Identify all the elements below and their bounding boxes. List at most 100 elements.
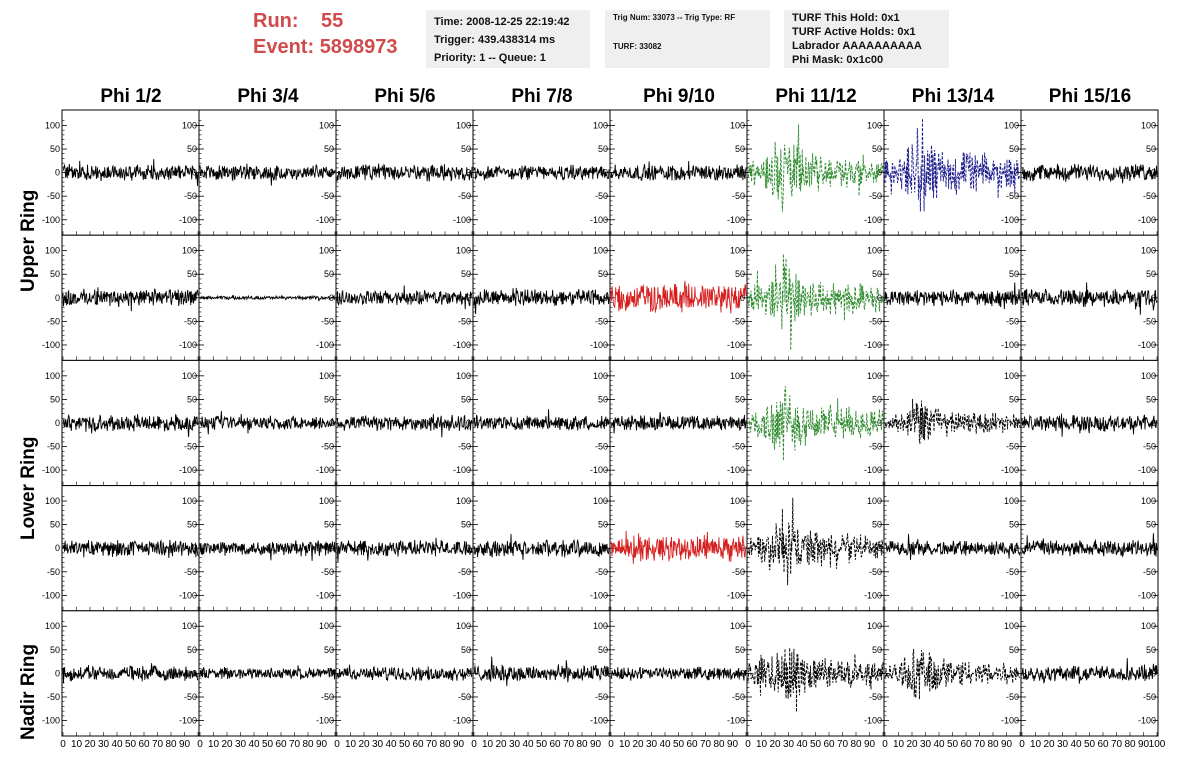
x-tick-label: 0 bbox=[608, 739, 614, 750]
panel-r1-c3: -100 -50 0 50 100 bbox=[472, 234, 611, 361]
x-tick-label: 10 bbox=[893, 739, 905, 750]
waveform-trace bbox=[336, 414, 473, 438]
y-tick-label: -100 bbox=[864, 215, 882, 225]
y-tick-label: 50 bbox=[324, 144, 334, 154]
y-tick-label-left: 100 bbox=[45, 371, 60, 381]
waveform-trace bbox=[336, 163, 473, 182]
panel-r4-c7: -100 -50 0 50 100 bbox=[1020, 610, 1159, 737]
y-tick-label-left: 100 bbox=[45, 120, 60, 130]
y-tick-label: -100 bbox=[316, 340, 334, 350]
x-tick-label: 70 bbox=[974, 739, 986, 750]
y-tick-label: -100 bbox=[590, 215, 608, 225]
waveform-trace bbox=[1022, 163, 1158, 184]
y-tick-label: 50 bbox=[187, 394, 197, 404]
x-tick-label: 50 bbox=[262, 739, 274, 750]
x-tick-label: 90 bbox=[1001, 739, 1013, 750]
y-tick-label: -50 bbox=[321, 316, 334, 326]
waveform-trace bbox=[473, 409, 610, 431]
y-tick-label-left: -100 bbox=[42, 590, 60, 600]
y-tick-label: 0 bbox=[877, 293, 882, 303]
y-tick-label: -50 bbox=[458, 567, 471, 577]
priority-text: Priority: 1 -- Queue: 1 bbox=[434, 52, 546, 64]
y-tick-label: 50 bbox=[187, 520, 197, 530]
y-tick-label: 100 bbox=[730, 496, 745, 506]
waveform-trace bbox=[473, 656, 610, 687]
waveform-trace bbox=[610, 412, 747, 434]
panel-r0-c0: -100 -100 -50 -50 0 0 50 50 100 100 bbox=[42, 109, 200, 236]
y-tick-label: -100 bbox=[1001, 716, 1019, 726]
y-tick-label: 100 bbox=[867, 120, 882, 130]
y-tick-label: -100 bbox=[316, 465, 334, 475]
x-tick-label: 40 bbox=[111, 739, 123, 750]
y-tick-label: 0 bbox=[603, 418, 608, 428]
x-tick-label: 70 bbox=[152, 739, 164, 750]
y-tick-label: 100 bbox=[1141, 120, 1156, 130]
panel-r3-c7: -100 -50 0 50 100 bbox=[1020, 485, 1159, 612]
y-tick-label: -100 bbox=[453, 340, 471, 350]
waveform-trace bbox=[1021, 658, 1158, 685]
x-tick-label: 70 bbox=[426, 739, 438, 750]
y-tick-label: 0 bbox=[603, 293, 608, 303]
y-tick-label: 100 bbox=[1004, 496, 1019, 506]
y-tick-label: 50 bbox=[872, 520, 882, 530]
y-tick-label: 0 bbox=[1014, 668, 1019, 678]
y-tick-label: -50 bbox=[1006, 692, 1019, 702]
x-tick-label: 30 bbox=[372, 739, 384, 750]
x-tick-label: 70 bbox=[700, 739, 712, 750]
x-tick-label: 40 bbox=[659, 739, 671, 750]
y-tick-label: 100 bbox=[456, 246, 471, 256]
y-tick-label: -50 bbox=[184, 316, 197, 326]
y-tick-label: -50 bbox=[458, 191, 471, 201]
y-tick-label: -50 bbox=[595, 567, 608, 577]
y-tick-label-left: 0 bbox=[55, 543, 60, 553]
x-tick-label: 20 bbox=[495, 739, 507, 750]
y-tick-label: 50 bbox=[872, 144, 882, 154]
waveform-trace bbox=[747, 124, 884, 212]
waveform-trace bbox=[1021, 533, 1158, 558]
y-tick-label: -50 bbox=[1006, 567, 1019, 577]
y-tick-label: -50 bbox=[458, 316, 471, 326]
x-tick-label: 0 bbox=[471, 739, 477, 750]
y-tick-label: 0 bbox=[1151, 293, 1156, 303]
column-header-phi-3-4: Phi 3/4 bbox=[237, 86, 299, 107]
y-tick-label: -100 bbox=[727, 590, 745, 600]
x-tick-label: 40 bbox=[933, 739, 945, 750]
x-tick-label: 90 bbox=[179, 739, 191, 750]
y-tick-label: -50 bbox=[732, 316, 745, 326]
y-tick-label: 0 bbox=[877, 418, 882, 428]
y-tick-label: -100 bbox=[453, 215, 471, 225]
column-header-phi-13-14: Phi 13/14 bbox=[911, 86, 995, 107]
y-tick-label: -50 bbox=[732, 567, 745, 577]
y-tick-label: 0 bbox=[466, 293, 471, 303]
y-tick-label: -50 bbox=[184, 692, 197, 702]
y-tick-label-left: 100 bbox=[45, 621, 60, 631]
y-tick-label: 100 bbox=[319, 120, 334, 130]
turf-active-holds-text: TURF Active Holds: 0x1 bbox=[792, 26, 916, 38]
y-tick-label: -100 bbox=[727, 215, 745, 225]
y-tick-label: 100 bbox=[1141, 496, 1156, 506]
y-tick-label: 100 bbox=[1141, 621, 1156, 631]
x-tick-label: 10 bbox=[345, 739, 357, 750]
y-tick-label: -50 bbox=[1143, 191, 1156, 201]
y-tick-label-left: 50 bbox=[50, 144, 60, 154]
y-tick-label-left: 100 bbox=[45, 496, 60, 506]
x-tick-label: 0 bbox=[745, 739, 751, 750]
waveform-trace bbox=[610, 666, 747, 681]
turf-this-hold-text: TURF This Hold: 0x1 bbox=[792, 12, 900, 24]
y-tick-label-left: -100 bbox=[42, 340, 60, 350]
y-tick-label: 50 bbox=[1146, 394, 1156, 404]
x-tick-label: 80 bbox=[576, 739, 588, 750]
x-tick-label: 60 bbox=[960, 739, 972, 750]
x-tick-label: 60 bbox=[138, 739, 150, 750]
y-tick-label: -100 bbox=[1138, 590, 1156, 600]
y-tick-label-left: 50 bbox=[50, 645, 60, 655]
x-tick-label: 80 bbox=[713, 739, 725, 750]
y-tick-label: 0 bbox=[1014, 418, 1019, 428]
y-tick-label: 100 bbox=[1004, 621, 1019, 631]
panel-r2-c3: -100 -50 0 50 100 bbox=[472, 359, 611, 487]
x-tick-label: 0 bbox=[197, 739, 203, 750]
y-tick-label: 50 bbox=[187, 645, 197, 655]
y-tick-label: -50 bbox=[1143, 316, 1156, 326]
y-tick-label: -100 bbox=[453, 465, 471, 475]
